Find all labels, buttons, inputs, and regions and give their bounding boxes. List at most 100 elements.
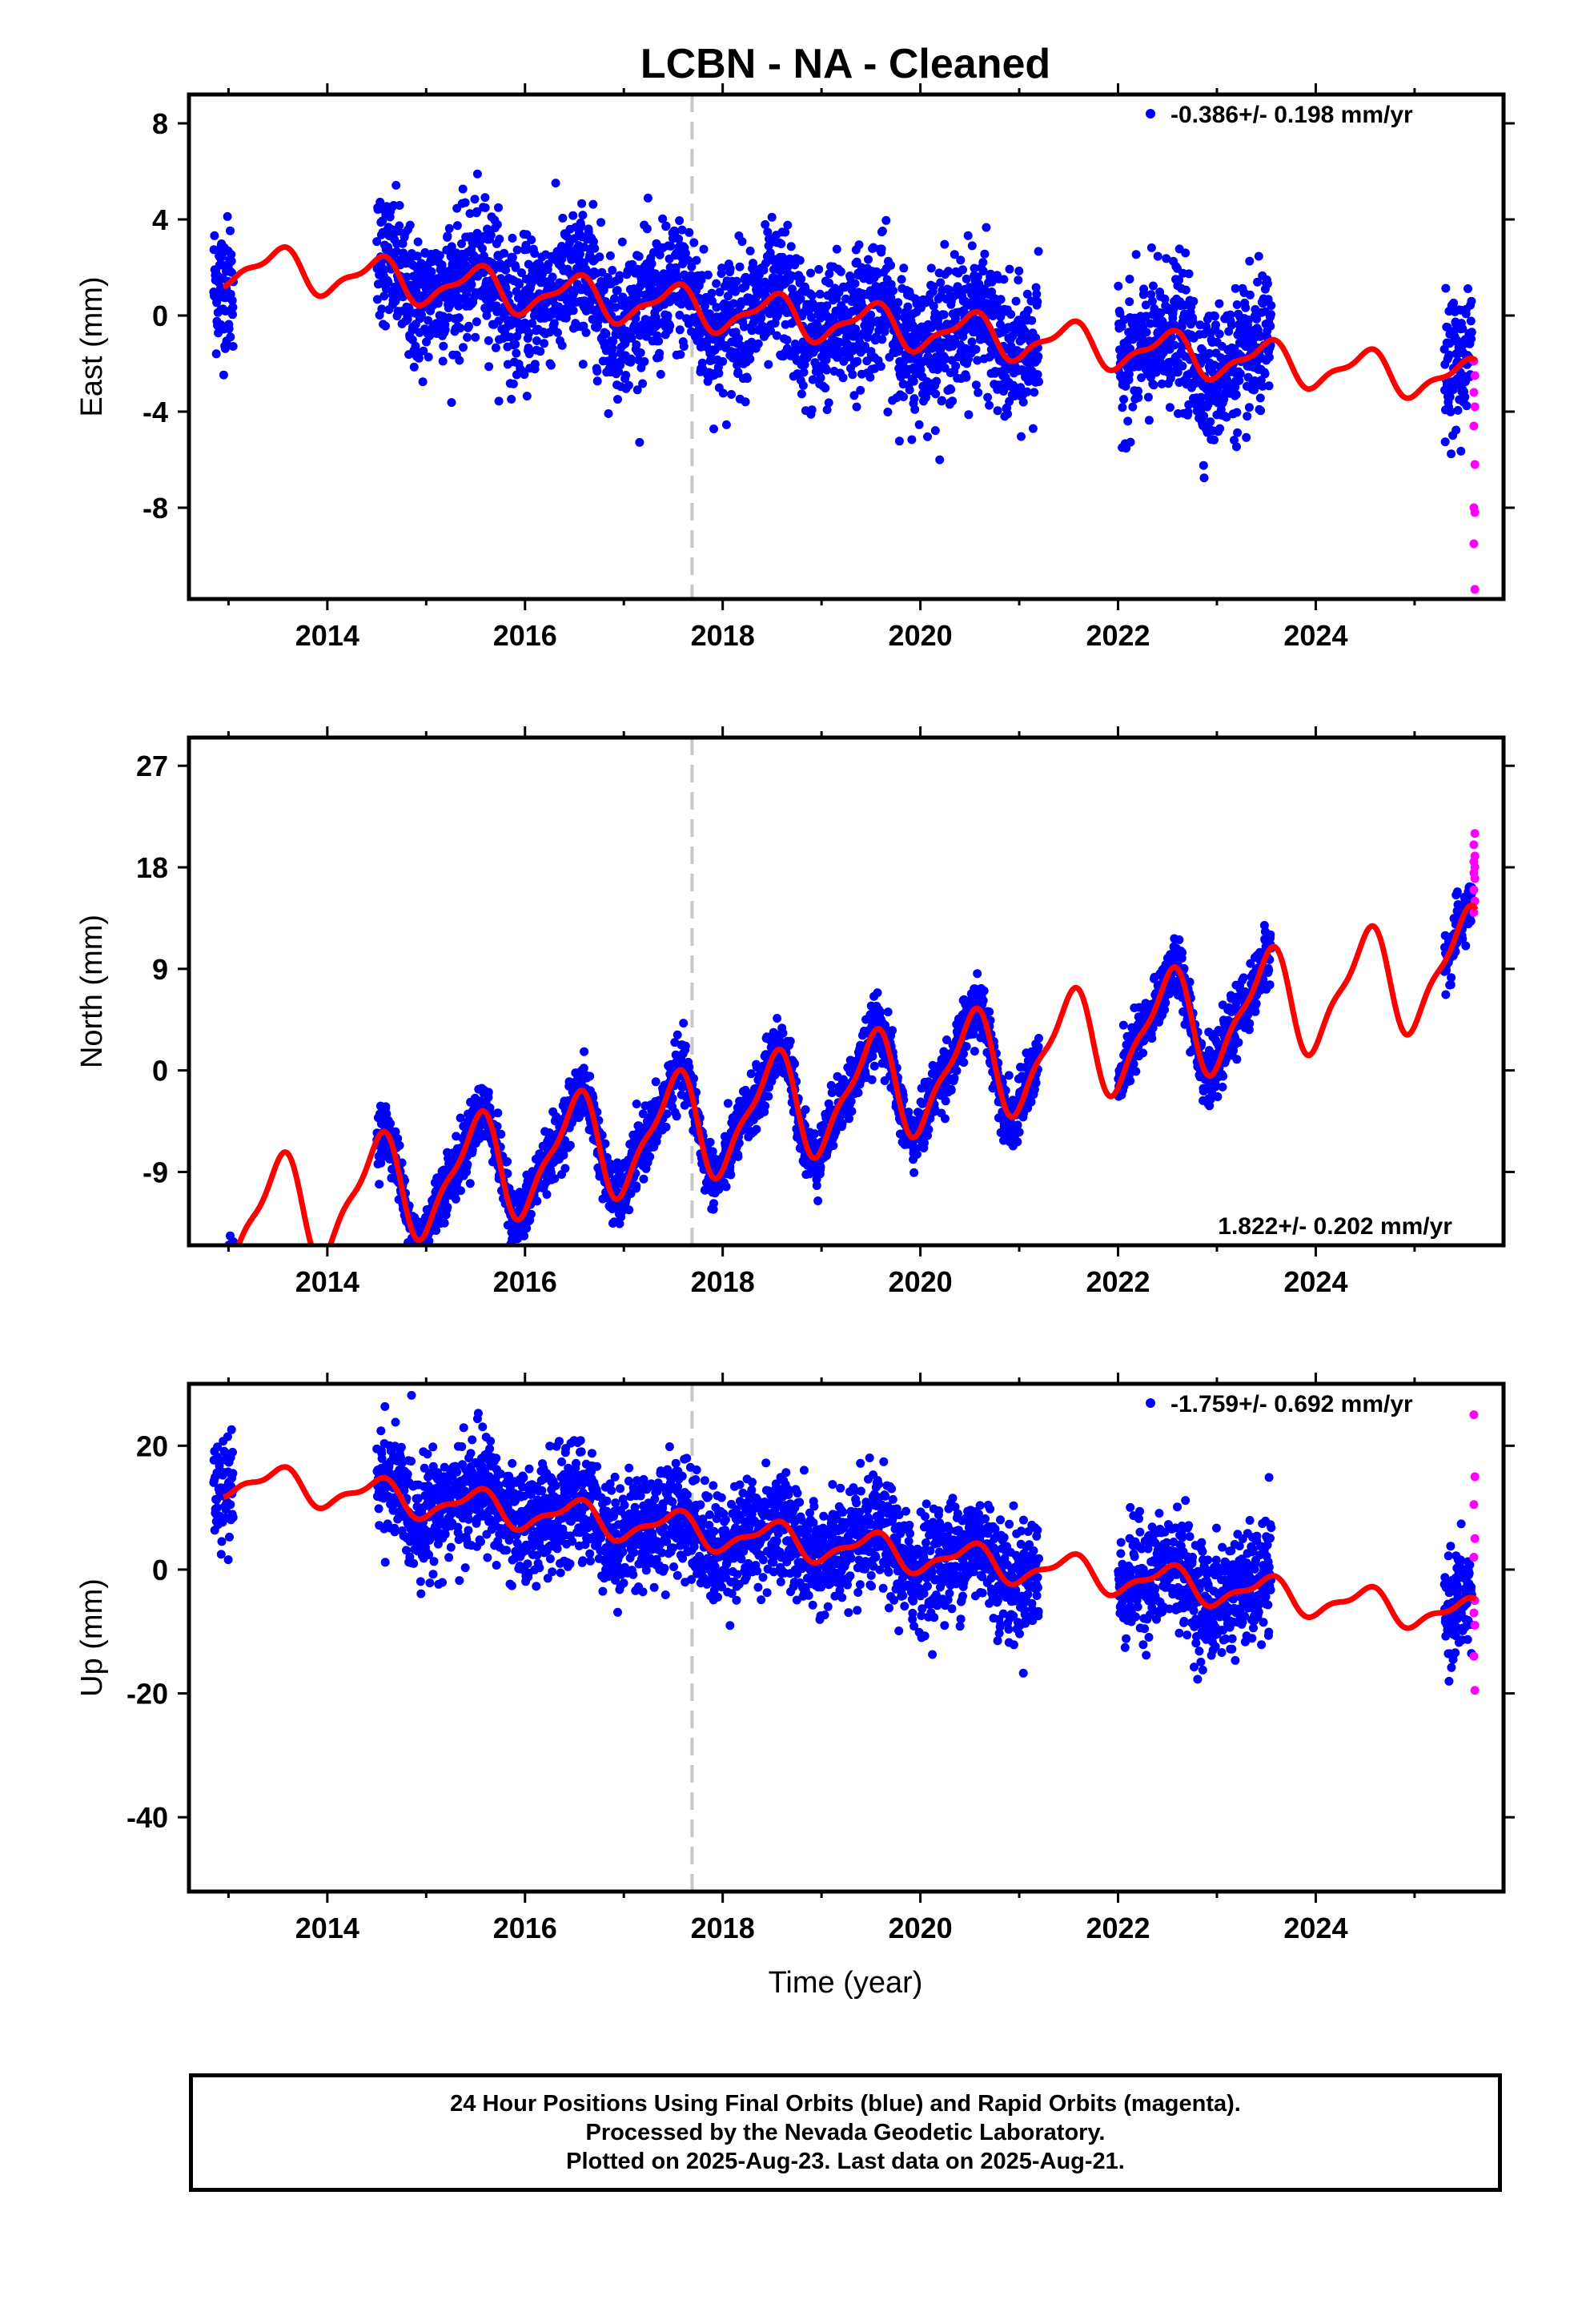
data-point <box>212 298 222 308</box>
data-point <box>377 304 387 314</box>
data-point <box>412 286 421 296</box>
data-point <box>1464 284 1472 293</box>
data-point <box>820 341 829 350</box>
data-point <box>224 1304 233 1313</box>
data-point <box>222 1275 231 1284</box>
data-point <box>472 169 482 179</box>
data-point <box>219 1285 227 1294</box>
data-point <box>800 360 809 369</box>
data-point <box>676 350 685 360</box>
data-point <box>403 1246 412 1255</box>
data-point <box>1178 361 1187 371</box>
data-point <box>1242 432 1251 442</box>
data-point <box>1462 401 1472 411</box>
data-point <box>627 333 636 343</box>
data-point <box>375 197 385 207</box>
data-point <box>1235 376 1244 385</box>
data-point <box>211 1269 219 1277</box>
data-point <box>893 306 902 316</box>
data-point <box>592 376 602 386</box>
data-point <box>1232 408 1242 417</box>
data-point <box>379 265 389 275</box>
data-point <box>684 255 693 265</box>
data-point <box>491 343 500 352</box>
data-point <box>632 340 641 349</box>
data-point <box>1160 294 1170 304</box>
data-point <box>1188 316 1198 326</box>
data-point <box>1452 425 1461 435</box>
data-point <box>581 328 591 337</box>
data-point <box>726 1170 736 1180</box>
data-point <box>527 235 536 244</box>
data-point <box>973 272 982 282</box>
data-point <box>492 219 502 229</box>
data-point <box>522 1224 532 1233</box>
data-point <box>395 221 404 231</box>
data-point <box>807 312 816 322</box>
data-point <box>1005 264 1014 274</box>
data-point <box>773 1014 782 1023</box>
data-point <box>929 282 938 292</box>
data-point <box>733 368 743 377</box>
data-point <box>1456 446 1466 456</box>
data-point <box>219 1277 228 1285</box>
data-point <box>508 233 517 243</box>
data-point <box>662 1109 672 1119</box>
data-point <box>1028 424 1038 433</box>
data-point <box>1467 334 1476 344</box>
data-point <box>967 337 977 347</box>
data-point <box>795 255 805 265</box>
data-point <box>687 262 697 271</box>
rapid-data-point <box>1470 460 1480 469</box>
data-point <box>1006 310 1016 319</box>
data-point <box>967 241 977 251</box>
data-point <box>386 1119 396 1128</box>
data-point <box>511 263 520 272</box>
data-point <box>946 384 956 394</box>
data-point <box>931 389 941 399</box>
data-point <box>761 1101 770 1111</box>
data-point <box>1199 411 1209 420</box>
data-point <box>227 1274 235 1283</box>
data-point <box>799 368 809 377</box>
data-point <box>734 334 744 344</box>
data-point <box>219 1278 228 1287</box>
data-point <box>1267 310 1275 320</box>
data-point <box>948 396 958 406</box>
data-point <box>217 1289 226 1297</box>
y-tick-label: 8 <box>152 107 168 140</box>
data-point <box>810 1129 820 1139</box>
data-point <box>681 248 690 258</box>
data-point <box>496 1129 506 1139</box>
data-point <box>808 375 817 384</box>
data-point <box>471 332 480 342</box>
data-point <box>215 1273 224 1281</box>
data-point <box>679 342 689 351</box>
data-point <box>224 1271 233 1280</box>
data-point <box>916 365 926 375</box>
data-point <box>1018 397 1028 407</box>
data-point <box>723 292 733 301</box>
data-point <box>1440 437 1450 447</box>
data-point <box>465 209 475 219</box>
data-point <box>512 348 521 358</box>
data-point <box>494 396 504 406</box>
rapid-orbit-points <box>1469 356 1480 594</box>
data-point <box>604 409 613 418</box>
data-point <box>1157 379 1166 388</box>
data-point <box>228 310 237 320</box>
rapid-data-point <box>1469 388 1479 397</box>
data-point <box>964 410 974 420</box>
data-point <box>661 1122 671 1132</box>
data-point <box>788 284 797 294</box>
data-point <box>854 240 864 250</box>
data-point <box>708 1147 717 1156</box>
data-point <box>438 356 448 366</box>
data-point <box>1258 381 1267 391</box>
data-point <box>222 1294 231 1303</box>
data-point <box>825 278 833 287</box>
data-point <box>612 286 622 295</box>
data-point <box>1211 312 1219 321</box>
data-point <box>645 1152 655 1161</box>
